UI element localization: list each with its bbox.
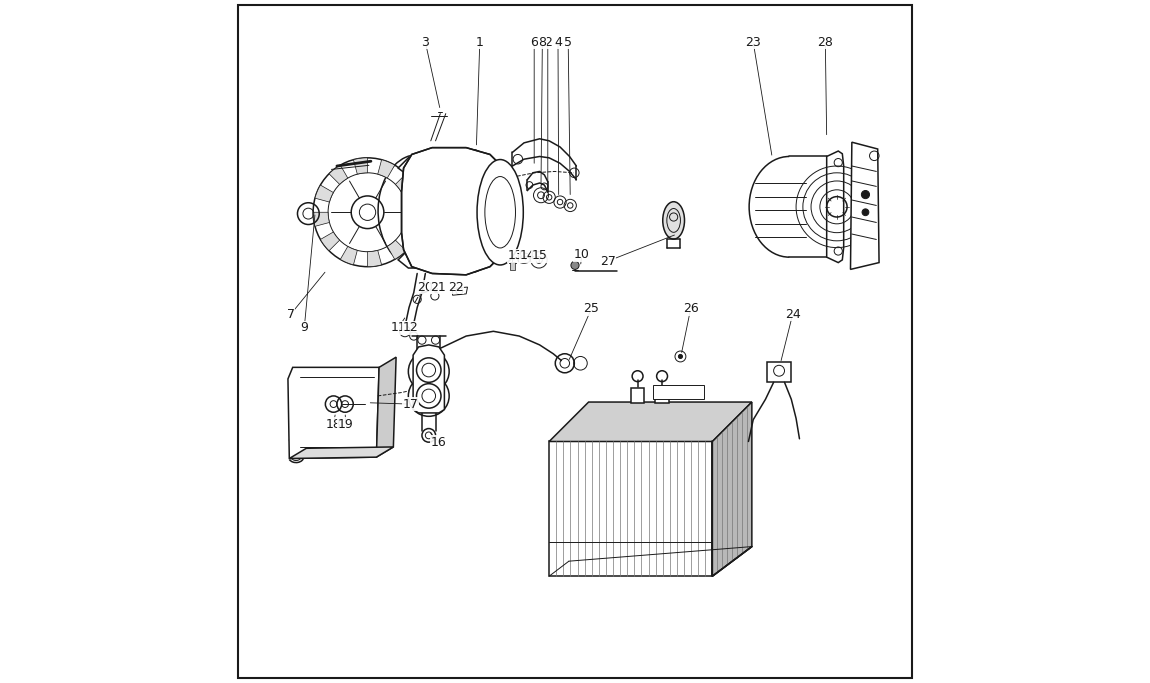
Circle shape — [408, 376, 450, 417]
Bar — [767, 362, 791, 382]
Text: 7: 7 — [286, 308, 294, 321]
Polygon shape — [315, 185, 334, 202]
Polygon shape — [550, 441, 712, 576]
Polygon shape — [550, 402, 752, 441]
Text: 12: 12 — [402, 322, 419, 335]
Circle shape — [416, 358, 440, 382]
Text: 8: 8 — [538, 36, 546, 48]
Bar — [631, 389, 644, 404]
Text: 3: 3 — [421, 36, 429, 48]
Circle shape — [570, 261, 580, 269]
Polygon shape — [398, 247, 436, 268]
Bar — [653, 385, 704, 399]
Bar — [656, 389, 669, 404]
Text: 4: 4 — [554, 36, 562, 48]
Text: 1: 1 — [476, 36, 484, 48]
Ellipse shape — [662, 201, 684, 239]
Text: 20: 20 — [417, 281, 434, 294]
Bar — [511, 262, 515, 270]
Text: 27: 27 — [599, 255, 615, 268]
Polygon shape — [377, 160, 394, 178]
Text: 18: 18 — [325, 418, 342, 431]
Polygon shape — [353, 158, 368, 174]
Polygon shape — [401, 148, 507, 275]
Polygon shape — [321, 232, 339, 251]
Text: 6: 6 — [530, 36, 538, 48]
Text: 5: 5 — [565, 36, 573, 48]
Polygon shape — [376, 357, 396, 457]
Polygon shape — [396, 173, 415, 193]
Circle shape — [862, 209, 869, 216]
Polygon shape — [329, 165, 347, 184]
Circle shape — [678, 354, 682, 359]
Polygon shape — [827, 151, 844, 262]
Text: 17: 17 — [402, 398, 419, 410]
Polygon shape — [453, 287, 468, 295]
Circle shape — [861, 191, 869, 199]
Text: 25: 25 — [583, 303, 599, 316]
Text: 15: 15 — [531, 249, 547, 262]
Polygon shape — [340, 247, 358, 265]
Text: 11: 11 — [390, 322, 406, 335]
Ellipse shape — [477, 160, 523, 265]
Text: 23: 23 — [745, 36, 761, 48]
Polygon shape — [851, 142, 879, 269]
Circle shape — [416, 384, 440, 408]
Circle shape — [408, 351, 450, 392]
Text: 16: 16 — [431, 436, 447, 449]
Text: 14: 14 — [520, 249, 535, 262]
Text: 22: 22 — [448, 281, 463, 294]
Polygon shape — [388, 240, 406, 260]
Polygon shape — [401, 223, 420, 240]
Text: 13: 13 — [508, 249, 523, 262]
Polygon shape — [406, 198, 422, 212]
Polygon shape — [368, 251, 382, 266]
Polygon shape — [313, 212, 329, 226]
Text: 24: 24 — [784, 308, 800, 321]
Polygon shape — [290, 447, 393, 458]
Text: 28: 28 — [818, 36, 834, 48]
Text: 26: 26 — [683, 303, 698, 316]
Text: 10: 10 — [574, 248, 590, 261]
Text: 9: 9 — [300, 322, 308, 335]
Polygon shape — [398, 154, 436, 178]
Polygon shape — [413, 345, 444, 413]
Polygon shape — [712, 402, 752, 576]
Text: 19: 19 — [338, 418, 354, 431]
Text: 21: 21 — [430, 281, 445, 294]
Polygon shape — [288, 367, 380, 458]
Text: 2: 2 — [544, 36, 552, 48]
